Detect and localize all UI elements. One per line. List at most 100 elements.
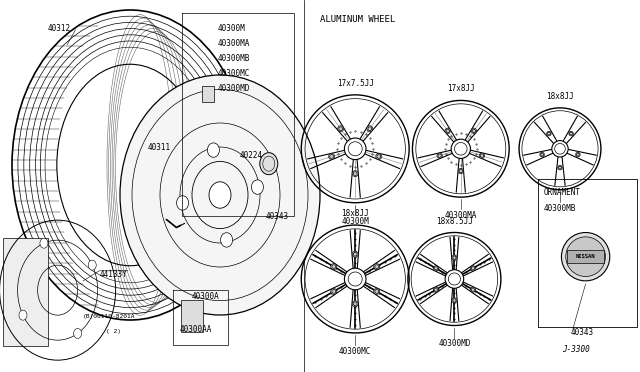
- Circle shape: [479, 153, 484, 158]
- Circle shape: [344, 268, 366, 290]
- Circle shape: [569, 131, 573, 136]
- Text: 40300MB: 40300MB: [544, 204, 576, 213]
- Circle shape: [331, 264, 337, 270]
- Circle shape: [547, 132, 550, 135]
- Ellipse shape: [260, 153, 278, 175]
- Ellipse shape: [252, 180, 264, 194]
- Text: 40224: 40224: [240, 151, 263, 160]
- Circle shape: [470, 266, 476, 271]
- Circle shape: [353, 172, 357, 176]
- Circle shape: [435, 267, 438, 270]
- Circle shape: [552, 141, 568, 157]
- Circle shape: [555, 144, 565, 154]
- Text: 44133Y: 44133Y: [99, 270, 127, 279]
- Text: 40343: 40343: [571, 328, 594, 337]
- Circle shape: [540, 153, 545, 157]
- Text: 40300MB: 40300MB: [218, 54, 250, 63]
- Circle shape: [438, 154, 442, 157]
- Circle shape: [570, 132, 573, 135]
- Circle shape: [375, 289, 379, 293]
- Circle shape: [471, 267, 474, 270]
- Circle shape: [471, 288, 474, 291]
- Circle shape: [375, 265, 379, 269]
- Circle shape: [452, 298, 457, 303]
- Text: 40312: 40312: [48, 24, 71, 33]
- Text: 18x8JJ: 18x8JJ: [546, 92, 574, 101]
- Circle shape: [446, 129, 449, 132]
- Circle shape: [332, 265, 335, 269]
- Circle shape: [471, 128, 477, 134]
- Circle shape: [452, 299, 456, 302]
- Circle shape: [480, 154, 484, 157]
- Circle shape: [449, 273, 460, 285]
- Circle shape: [559, 166, 561, 169]
- Text: 40300M: 40300M: [341, 217, 369, 226]
- FancyBboxPatch shape: [568, 250, 604, 263]
- Ellipse shape: [207, 143, 220, 157]
- Text: 40311: 40311: [147, 143, 170, 152]
- Circle shape: [445, 270, 464, 288]
- Circle shape: [575, 153, 580, 157]
- Text: ( 2): ( 2): [106, 329, 120, 334]
- FancyBboxPatch shape: [202, 86, 214, 102]
- Ellipse shape: [209, 182, 231, 208]
- Text: 18x8JJ: 18x8JJ: [341, 209, 369, 218]
- Text: NISSAN: NISSAN: [576, 254, 595, 259]
- Circle shape: [458, 169, 463, 174]
- Text: (B)06110-8201A: (B)06110-8201A: [83, 314, 136, 319]
- Circle shape: [433, 287, 438, 292]
- Circle shape: [472, 129, 476, 132]
- Text: ALUMINUM WHEEL: ALUMINUM WHEEL: [320, 15, 396, 24]
- Circle shape: [328, 154, 335, 160]
- Circle shape: [454, 142, 467, 155]
- Circle shape: [344, 138, 366, 160]
- Circle shape: [352, 171, 358, 177]
- Text: 40300MA: 40300MA: [445, 211, 477, 220]
- Text: 40300A: 40300A: [192, 292, 220, 301]
- Circle shape: [332, 289, 335, 293]
- Circle shape: [374, 288, 380, 294]
- Circle shape: [348, 142, 362, 156]
- Circle shape: [459, 169, 463, 173]
- Circle shape: [541, 153, 543, 156]
- Text: 40343: 40343: [266, 212, 289, 221]
- Circle shape: [445, 128, 451, 134]
- Circle shape: [330, 155, 333, 158]
- Circle shape: [435, 288, 438, 291]
- Circle shape: [353, 302, 357, 306]
- Circle shape: [367, 126, 372, 132]
- Ellipse shape: [120, 75, 320, 315]
- Circle shape: [452, 255, 457, 260]
- Text: 40300MA: 40300MA: [218, 39, 250, 48]
- Circle shape: [437, 153, 442, 158]
- Circle shape: [451, 139, 470, 158]
- Circle shape: [368, 127, 372, 131]
- Ellipse shape: [40, 238, 48, 248]
- Circle shape: [376, 154, 382, 160]
- Circle shape: [338, 126, 344, 132]
- Circle shape: [339, 127, 342, 131]
- FancyBboxPatch shape: [181, 300, 203, 332]
- Text: 40300MD: 40300MD: [218, 84, 250, 93]
- Text: J-3300: J-3300: [562, 344, 590, 353]
- Circle shape: [352, 301, 358, 307]
- Text: 40300MD: 40300MD: [438, 340, 470, 349]
- Text: 18x8.5JJ: 18x8.5JJ: [436, 217, 473, 225]
- Ellipse shape: [221, 233, 232, 247]
- Circle shape: [331, 288, 337, 294]
- Text: ORNAMENT: ORNAMENT: [544, 188, 581, 197]
- Circle shape: [577, 153, 579, 156]
- Circle shape: [348, 272, 362, 286]
- Circle shape: [377, 155, 381, 158]
- Circle shape: [353, 252, 357, 256]
- Text: 17x7.5JJ: 17x7.5JJ: [337, 79, 374, 88]
- Ellipse shape: [74, 328, 82, 339]
- Ellipse shape: [177, 196, 189, 210]
- Text: 40300AA: 40300AA: [179, 326, 212, 334]
- Circle shape: [452, 256, 456, 259]
- Text: 40300MC: 40300MC: [339, 347, 371, 356]
- Circle shape: [374, 264, 380, 270]
- Ellipse shape: [88, 260, 96, 270]
- Text: 17x8JJ: 17x8JJ: [447, 84, 475, 93]
- FancyBboxPatch shape: [3, 238, 48, 346]
